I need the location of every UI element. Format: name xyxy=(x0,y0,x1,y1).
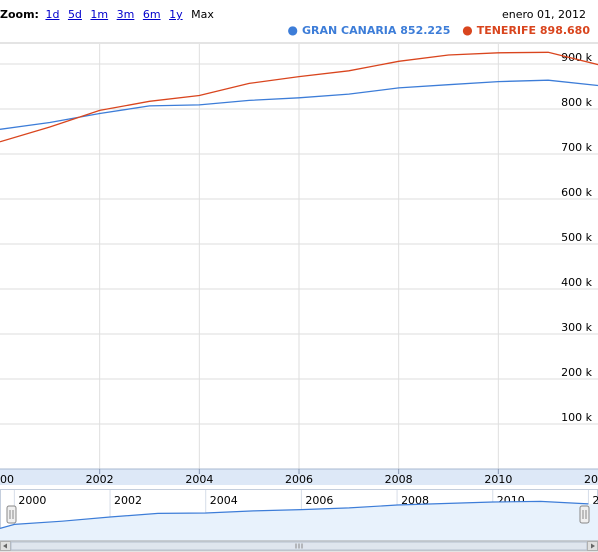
navigator-area xyxy=(0,501,598,540)
zoom-1m-link[interactable]: 1m xyxy=(90,8,109,21)
series-lines xyxy=(0,51,598,143)
zoom-label: Zoom: xyxy=(0,8,39,21)
navigator-tick-label: 2000 xyxy=(18,494,46,507)
x-axis-tick-labels: 2002 2004 2006 2008 2010 00 20 xyxy=(0,473,598,486)
y-tick-label: 100 k xyxy=(561,411,592,424)
x-axis-tick-marks xyxy=(99,469,499,474)
y-tick-label: 500 k xyxy=(561,231,592,244)
zoom-max-current: Max xyxy=(191,8,214,21)
navigator-tick-label: 2002 xyxy=(114,494,142,507)
legend-dot-tenerife: ● xyxy=(462,23,473,37)
x-tick-label: 2002 xyxy=(86,473,114,486)
vertical-gridlines xyxy=(99,44,499,469)
chart-legend: ● GRAN CANARIA 852.225 ● TENERIFE 898.680 xyxy=(280,22,591,39)
navigator-tick-label: 2006 xyxy=(305,494,333,507)
navigator-line xyxy=(0,500,589,529)
y-tick-label: 300 k xyxy=(561,321,592,334)
series-line-tenerife xyxy=(0,51,598,143)
legend-dot-gran-canaria: ● xyxy=(287,23,298,37)
legend-item-tenerife: ● TENERIFE 898.680 xyxy=(462,23,590,37)
zoom-bar: Zoom: 1d 5d 1m 3m 6m 1y Max xyxy=(0,7,214,23)
x-tick-label: 2010 xyxy=(484,473,512,486)
y-tick-label: 800 k xyxy=(561,96,592,109)
y-tick-label: 600 k xyxy=(561,186,592,199)
y-tick-label: 200 k xyxy=(561,366,592,379)
zoom-5d-link[interactable]: 5d xyxy=(67,8,82,21)
y-axis-tick-labels: 100 k 200 k 300 k 400 k 500 k 600 k 700 k 800 k… xyxy=(561,51,592,424)
zoom-1d-link[interactable]: 1d xyxy=(45,8,60,21)
x-tick-label: 2008 xyxy=(385,473,413,486)
navigator-tick-label: 2004 xyxy=(210,494,238,507)
legend-value-tenerife: 898.680 xyxy=(539,24,590,37)
x-tick-label: 2004 xyxy=(185,473,213,486)
scrollbar-grip-icon xyxy=(295,543,303,549)
x-tick-label-left-clipped: 00 xyxy=(0,473,14,486)
zoom-1y-link[interactable]: 1y xyxy=(169,8,183,21)
series-line-gran-canaria xyxy=(0,79,598,130)
legend-name-tenerife: TENERIFE xyxy=(476,24,537,37)
x-tick-label: 2006 xyxy=(285,473,313,486)
x-axis-strip xyxy=(0,469,598,485)
x-tick-label-right-clipped: 20 xyxy=(584,473,598,486)
navigator-tick-label: 20 xyxy=(592,494,598,507)
date-readout: enero 01, 2012 xyxy=(502,8,586,21)
y-tick-label: 700 k xyxy=(561,141,592,154)
zoom-3m-link[interactable]: 3m xyxy=(116,8,135,21)
navigator-scrollbar[interactable] xyxy=(0,540,598,552)
navigator-right-handle[interactable] xyxy=(579,505,590,524)
zoom-6m-link[interactable]: 6m xyxy=(142,8,161,21)
y-tick-label: 400 k xyxy=(561,276,592,289)
navigator-left-handle[interactable] xyxy=(6,505,17,524)
legend-name-gran-canaria: GRAN CANARIA xyxy=(301,24,397,37)
legend-value-gran-canaria: 852.225 xyxy=(400,24,451,37)
legend-item-gran-canaria: ● GRAN CANARIA 852.225 xyxy=(287,23,455,37)
